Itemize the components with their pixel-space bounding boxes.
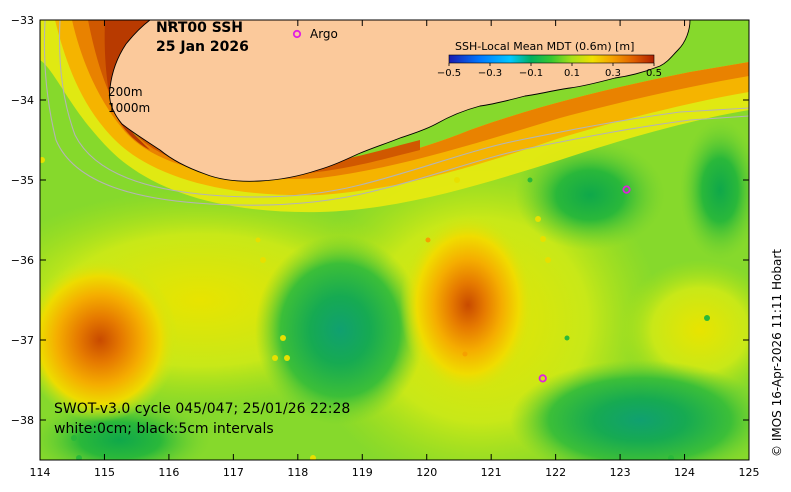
swot-info: SWOT-v3.0 cycle 045/047; 25/01/26 22:28 [54,401,350,417]
colorbar-tick-label: 0.3 [605,68,621,79]
colorbar-tick-label: 0.5 [646,68,662,79]
colorbar-title: SSH-Local Mean MDT (0.6m) [m] [455,40,634,53]
argo-float-marker [538,374,547,383]
isobath-1000m-label: 1000m [108,101,150,115]
colorbar-tick-label: −0.3 [478,68,502,79]
argo-floats [538,185,631,383]
x-tick-label: 124 [674,466,695,479]
y-tick-label: −35 [11,174,34,187]
contour-info: white:0cm; black:5cm intervals [54,421,274,437]
x-tick-label: 117 [223,466,244,479]
argo-legend-icon [292,29,302,39]
colorbar-tick-label: −0.1 [519,68,543,79]
x-tick-label: 119 [352,466,373,479]
x-tick-label: 125 [739,466,760,479]
plot-frame [39,19,750,461]
y-tick-label: −37 [11,334,34,347]
y-tick-label: −36 [11,254,34,267]
argo-legend-label: Argo [310,27,338,41]
map-title: NRT00 SSH [156,20,243,36]
x-tick-label: 121 [481,466,502,479]
argo-float-marker [622,185,631,194]
ssh-field [40,20,749,460]
isobath-200m [58,20,749,198]
y-axis: −33 −34 −35 −36 −37 −38 [11,14,749,427]
colorbar-bar [448,54,655,64]
x-tick-label: 122 [545,466,566,479]
x-tick-label: 123 [610,466,631,479]
x-tick-label: 116 [158,466,179,479]
x-tick-label: 118 [287,466,308,479]
isobath-1000m [43,20,749,206]
y-tick-label: −33 [11,14,34,27]
x-tick-label: 115 [94,466,115,479]
x-tick-label: 120 [416,466,437,479]
imos-credit: © IMOS 16-Apr-2026 11:11 Hobart [770,249,784,457]
colorbar-tick-label: −0.5 [437,68,461,79]
map-date: 25 Jan 2026 [156,39,249,55]
colorbar-tick-label: 0.1 [564,68,580,79]
data-dots [40,157,710,460]
isobath-200m-label: 200m [108,85,143,99]
x-tick-label: 114 [30,466,51,479]
y-tick-label: −38 [11,414,34,427]
x-axis: 114 115 116 117 118 119 120 121 122 123 124 125 [30,20,760,479]
colorbar: SSH-Local Mean MDT (0.6m) [m] −0.5 −0.3 −0… [437,40,662,79]
y-tick-label: −34 [11,94,34,107]
